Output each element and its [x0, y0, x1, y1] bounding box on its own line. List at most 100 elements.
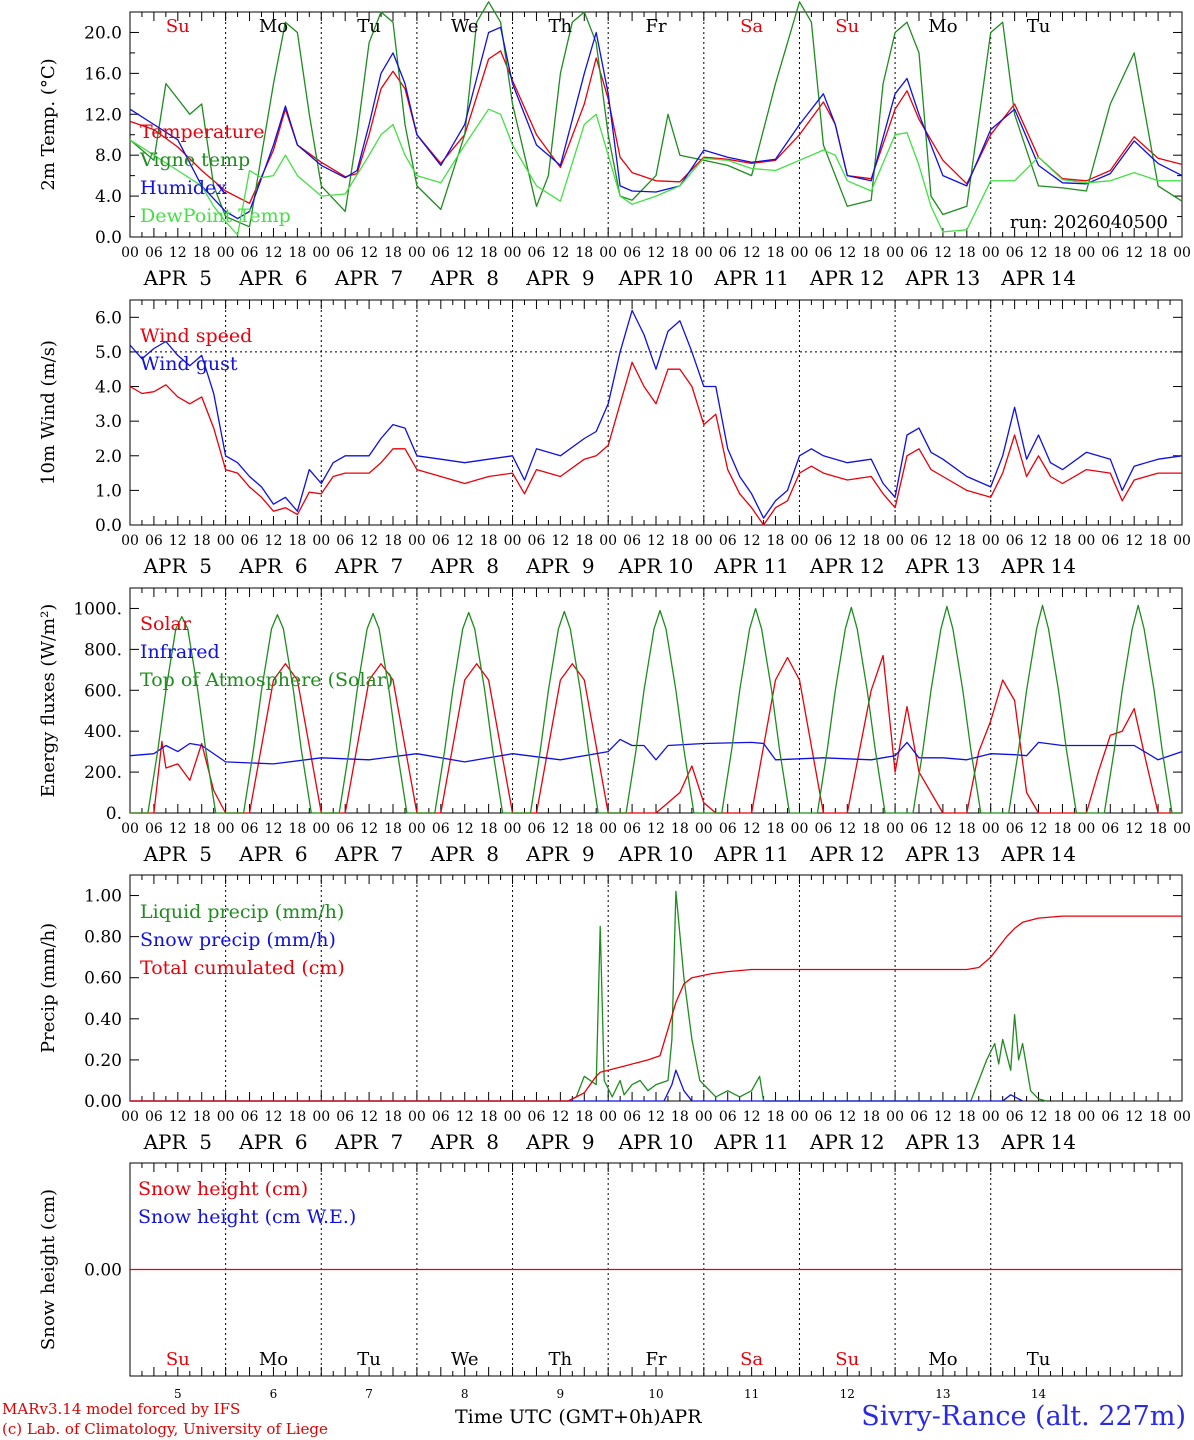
day-name-label: Tu: [1027, 1349, 1051, 1370]
hour-tick-label: 00: [886, 821, 904, 837]
date-label: APR 6: [238, 554, 307, 578]
day-name-label: Tu: [357, 1349, 381, 1370]
hour-tick-label: 18: [862, 1109, 880, 1125]
hour-tick-label: 18: [384, 821, 402, 837]
month-label: APR: [660, 1406, 702, 1428]
date-label: APR 14: [1000, 266, 1076, 290]
hour-tick-label: 00: [121, 1109, 139, 1125]
date-label: APR 7: [334, 1130, 403, 1154]
date-label: APR 10: [618, 842, 694, 866]
hour-tick-label: 18: [1149, 533, 1167, 549]
hour-tick-label: 06: [241, 821, 259, 837]
hour-tick-label: 06: [241, 1109, 259, 1125]
date-label: APR 5: [143, 554, 212, 578]
date-label: APR 6: [238, 1130, 307, 1154]
day-name-label: Fr: [645, 16, 666, 37]
hour-tick-label: 18: [958, 1109, 976, 1125]
hour-tick-label: 18: [671, 245, 689, 261]
y-tick-label: 400.: [84, 722, 122, 742]
date-label: APR 5: [143, 1130, 212, 1154]
hour-tick-label: 06: [719, 533, 737, 549]
hour-tick-label: 18: [575, 245, 593, 261]
hour-tick-label: 06: [1101, 245, 1119, 261]
date-label: APR 12: [809, 266, 885, 290]
day-name-label: Tu: [357, 16, 381, 37]
date-label: APR 7: [334, 842, 403, 866]
hour-tick-label: 12: [1030, 1109, 1048, 1125]
hour-tick-label: 00: [1077, 533, 1095, 549]
legend-entry: Humidex: [140, 177, 227, 199]
hour-tick-label: 12: [743, 245, 761, 261]
hour-tick-label: 06: [910, 821, 928, 837]
date-label: APR 13: [905, 266, 981, 290]
hour-tick-label: 18: [958, 821, 976, 837]
legend-entry: Snow height (cm W.E.): [138, 1206, 356, 1228]
hour-tick-label: 06: [528, 533, 546, 549]
date-label: APR 12: [809, 1130, 885, 1154]
run-annotation: run: 2026040500: [1010, 212, 1168, 233]
day-name-label: Tu: [1027, 16, 1051, 37]
date-label: APR 13: [905, 554, 981, 578]
hour-tick-label: 18: [288, 533, 306, 549]
hour-tick-label: 06: [432, 533, 450, 549]
hour-tick-label: 12: [934, 1109, 952, 1125]
date-label: APR 6: [238, 266, 307, 290]
y-tick-label: 6.0: [95, 308, 122, 328]
hour-tick-label: 06: [145, 533, 163, 549]
hour-tick-label: 00: [312, 533, 330, 549]
hour-tick-label: 12: [934, 245, 952, 261]
hour-tick-label: 00: [886, 1109, 904, 1125]
hour-tick-label: 12: [1030, 245, 1048, 261]
hour-tick-label: 00: [408, 245, 426, 261]
series-line-dewpoint-temp: [129, 108, 1182, 236]
hour-tick-label: 00: [121, 821, 139, 837]
hour-tick-label: 18: [288, 245, 306, 261]
series-line-temperature: [129, 50, 1183, 204]
hour-tick-label: 12: [1125, 533, 1143, 549]
hour-tick-label: 12: [647, 1109, 665, 1125]
hour-tick-label: 12: [551, 245, 569, 261]
hour-tick-label: 12: [934, 821, 952, 837]
hour-tick-label: 18: [767, 245, 785, 261]
hour-tick-label: 12: [265, 533, 283, 549]
hour-tick-label: 12: [169, 245, 187, 261]
hour-tick-label: 12: [1030, 821, 1048, 837]
date-label: APR 11: [713, 266, 789, 290]
hour-tick-label: 06: [910, 533, 928, 549]
date-label: APR 9: [525, 842, 594, 866]
date-label: APR 14: [1000, 842, 1076, 866]
hour-tick-label: 12: [360, 821, 378, 837]
hour-tick-label: 12: [456, 1109, 474, 1125]
date-label: APR 12: [809, 842, 885, 866]
day-number-label: 5: [174, 1387, 182, 1401]
hour-tick-label: 18: [193, 821, 211, 837]
date-label: APR 12: [809, 554, 885, 578]
time-axis-title: Time UTC (GMT+0h)APR: [455, 1406, 702, 1428]
day-name-label: Su: [166, 1349, 190, 1370]
series-line-vigne-temp: [129, 1, 1183, 228]
hour-tick-label: 12: [169, 533, 187, 549]
hour-tick-label: 00: [695, 245, 713, 261]
day-name-label: Mo: [928, 16, 957, 37]
hour-tick-label: 18: [862, 533, 880, 549]
y-tick-label: 1000.: [73, 599, 122, 619]
legend-entry: Wind speed: [140, 325, 252, 347]
y-tick-label: 0.80: [84, 928, 122, 948]
hour-tick-label: 06: [1006, 821, 1024, 837]
date-label: APR 13: [905, 1130, 981, 1154]
date-label: APR 8: [430, 842, 499, 866]
day-number-label: 12: [840, 1387, 855, 1401]
day-name-label: Sa: [740, 1349, 763, 1370]
hour-tick-label: 18: [575, 533, 593, 549]
y-tick-label: 0.60: [84, 969, 122, 989]
hour-tick-label: 12: [456, 245, 474, 261]
hour-tick-label: 06: [336, 1109, 354, 1125]
day-name-label: Mo: [259, 16, 288, 37]
hour-tick-label: 06: [432, 1109, 450, 1125]
legend-entry: Temperature: [140, 121, 264, 143]
hour-tick-label: 00: [695, 821, 713, 837]
day-number-label: 11: [744, 1387, 759, 1401]
hour-tick-label: 18: [767, 1109, 785, 1125]
hour-tick-label: 12: [838, 1109, 856, 1125]
